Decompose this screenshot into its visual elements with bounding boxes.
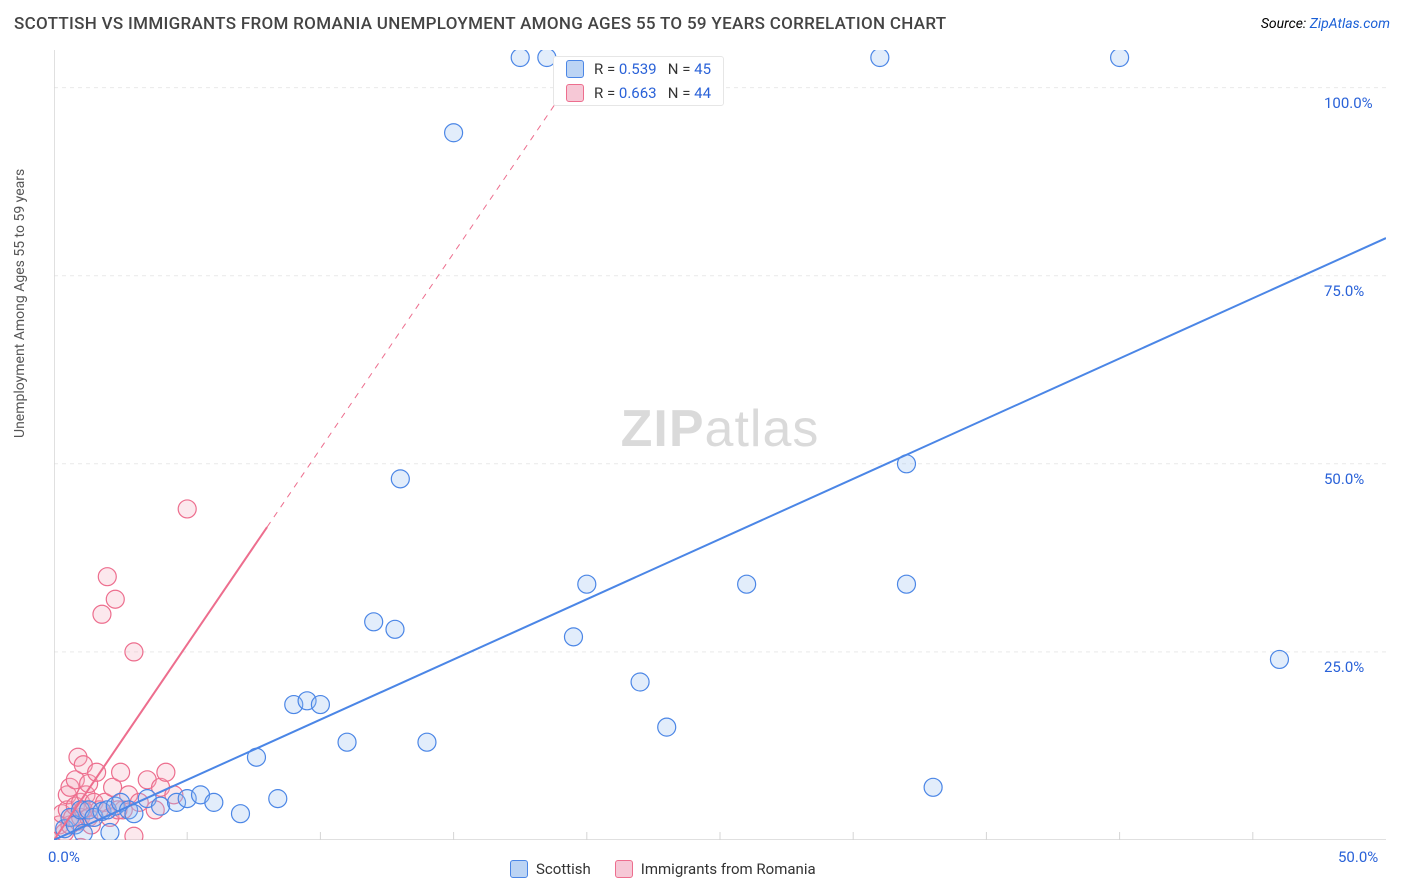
axis-tick-label: 0.0%: [48, 848, 80, 866]
legend-label: Scottish: [536, 860, 591, 878]
legend-item: Scottish: [510, 860, 591, 878]
scatter-plot: ZIPatlas: [54, 50, 1386, 840]
axis-tick-label: 25.0%: [1324, 658, 1364, 676]
chart-title: SCOTTISH VS IMMIGRANTS FROM ROMANIA UNEM…: [14, 14, 946, 34]
legend-label: Immigrants from Romania: [641, 860, 816, 878]
legend-correlation: R = 0.539 N = 45 R = 0.663 N = 44: [553, 56, 724, 106]
axis-tick-label: 50.0%: [1338, 848, 1378, 866]
legend-stats: R = 0.539 N = 45: [594, 60, 711, 78]
axis-tick-label: 50.0%: [1324, 470, 1364, 488]
source-attribution: Source: ZipAtlas.com: [1261, 16, 1390, 32]
y-axis-label: Unemployment Among Ages 55 to 59 years: [12, 169, 28, 438]
legend-item: Immigrants from Romania: [615, 860, 816, 878]
legend-series: Scottish Immigrants from Romania: [510, 860, 816, 878]
source-link[interactable]: ZipAtlas.com: [1310, 16, 1390, 32]
source-prefix: Source:: [1261, 16, 1310, 32]
axis-tick-label: 100.0%: [1324, 94, 1373, 112]
legend-swatch: [566, 84, 584, 102]
legend-row: R = 0.663 N = 44: [554, 81, 723, 105]
plot-svg: [54, 50, 1386, 840]
legend-row: R = 0.539 N = 45: [554, 57, 723, 81]
legend-swatch: [510, 860, 528, 878]
legend-swatch: [615, 860, 633, 878]
legend-swatch: [566, 60, 584, 78]
axis-tick-label: 75.0%: [1324, 282, 1364, 300]
legend-stats: R = 0.663 N = 44: [594, 84, 711, 102]
